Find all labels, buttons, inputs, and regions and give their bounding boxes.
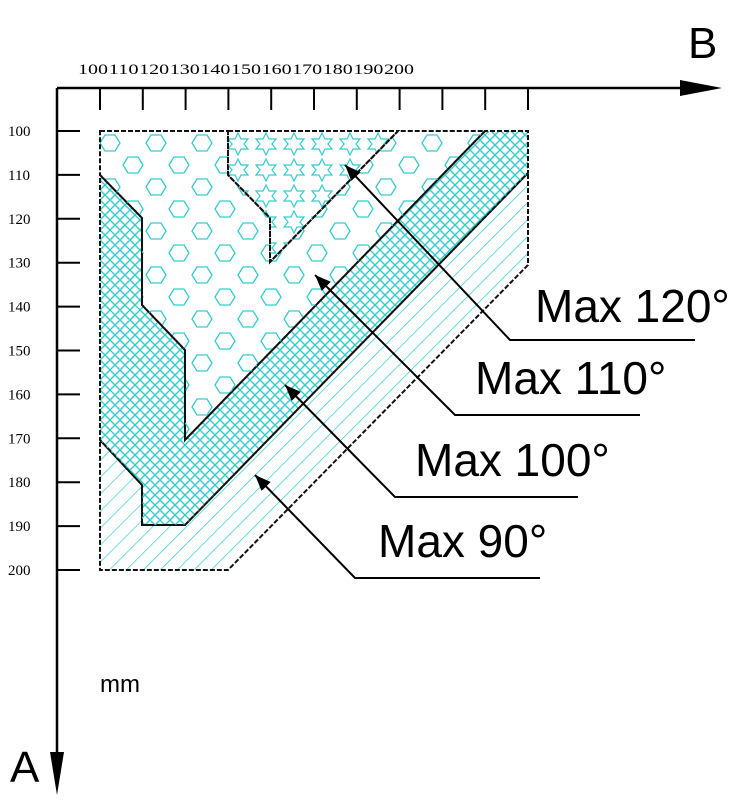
y-tick-label: 150	[8, 344, 31, 360]
x-tick-label: 110	[109, 62, 139, 78]
y-tick-label: 130	[8, 256, 31, 272]
leader-90	[254, 474, 540, 579]
b-label: B	[688, 19, 717, 68]
y-tick-label: 180	[8, 475, 31, 491]
y-tick-label: 120	[8, 212, 31, 228]
region-label: Max 90°	[378, 515, 547, 567]
region-120	[227, 130, 401, 265]
x-tick-label: 100	[78, 62, 108, 78]
leader-110	[314, 274, 640, 416]
a-label: A	[10, 743, 40, 792]
y-tick-label: 110	[8, 168, 30, 184]
a-arrow	[50, 752, 64, 795]
x-tick-label: 130	[170, 62, 200, 78]
x-tick-label: 150	[231, 62, 261, 78]
leader-100	[284, 384, 578, 498]
axes	[50, 80, 722, 795]
x-tick-label: 200	[384, 62, 414, 78]
regions	[99, 130, 529, 571]
y-tick-label: 170	[8, 431, 31, 447]
y-tick-label: 200	[8, 563, 31, 579]
region-label: Max 120°	[535, 280, 730, 332]
x-tick-label: 140	[200, 62, 230, 78]
x-tick-label: 190	[353, 62, 383, 78]
y-tick-label: 100	[8, 124, 31, 140]
region-label: Max 110°	[475, 352, 666, 404]
y-tick-label: 160	[8, 387, 31, 403]
leaders	[254, 164, 695, 579]
x-tick-label: 120	[139, 62, 169, 78]
b-arrow	[680, 80, 722, 96]
x-tick-label: 180	[323, 62, 353, 78]
y-tick-label: 190	[8, 519, 31, 535]
region-label: Max 100°	[415, 434, 610, 486]
x-tick-label: 160	[262, 62, 292, 78]
leader-120	[344, 164, 695, 341]
x-tick-label: 170	[292, 62, 322, 78]
unit: mm	[100, 671, 140, 698]
y-tick-label: 140	[8, 300, 31, 316]
